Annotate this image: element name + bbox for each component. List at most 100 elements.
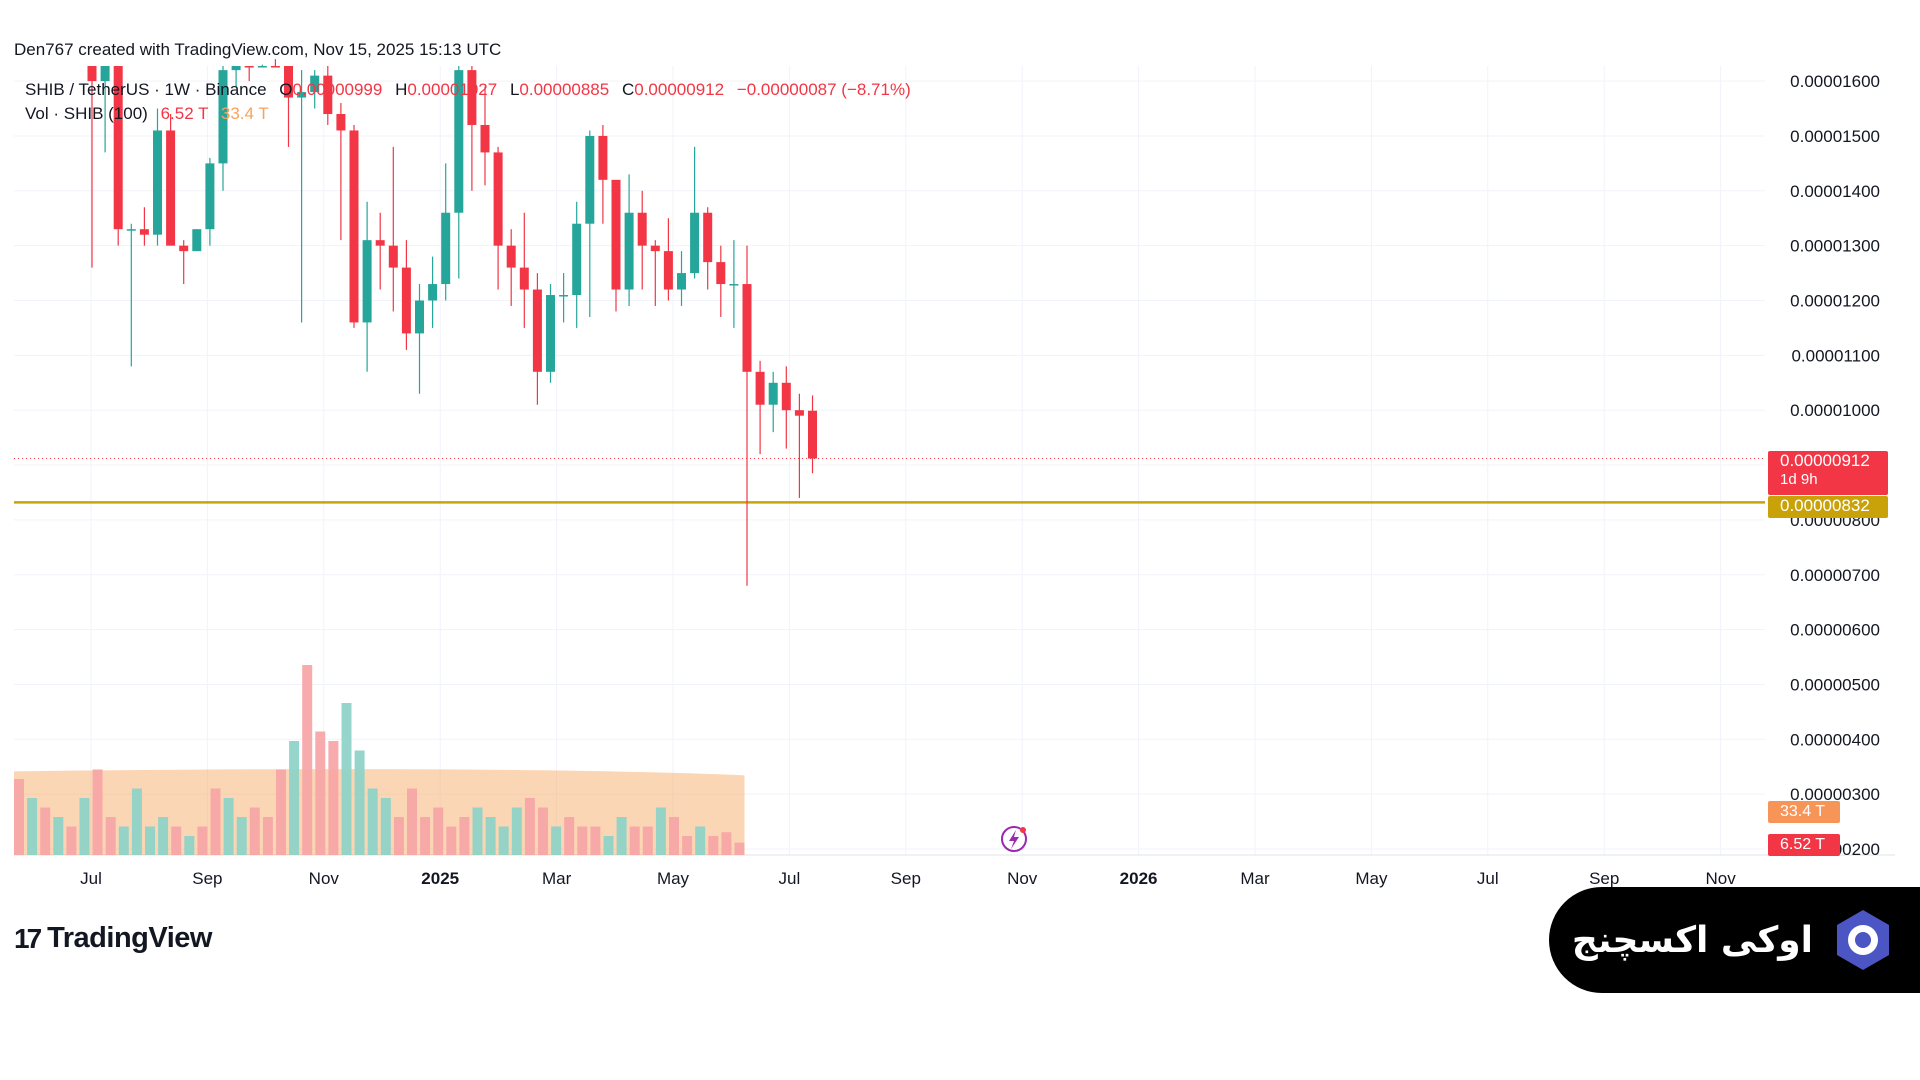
volume-bars [14,665,745,855]
candle-body [297,92,307,98]
legend-close-label: C [621,80,635,99]
candle-body [585,135,595,224]
y-tick-label: 0.00001000 [1790,401,1880,420]
candles [87,59,817,586]
candle-body [362,240,372,323]
candle-body [611,179,621,290]
tradingview-brand[interactable]: 17 TradingView [14,922,212,955]
candle-body [794,410,804,416]
volume-bar [210,788,221,855]
exchange-badge-text: اوکی اکسچنج [1571,919,1813,961]
tradingview-wordmark: TradingView [47,922,212,954]
x-tick-label: Mar [542,869,572,888]
chart-canvas[interactable]: 0.00001600 0.00001500 0.00001400 0.00001300… [0,0,1920,910]
volume-bar [682,836,693,855]
candle-body [179,245,189,252]
volume-bar [498,826,509,855]
volume-bar [145,826,155,855]
chart-legend: SHIB / TetherUS · 1W · Binance O0.000009… [25,78,911,126]
candle-body [768,382,778,405]
volume-bar [315,731,326,855]
y-tick-label: 0.00001600 [1790,72,1880,91]
candle-body [716,262,726,285]
volume-bar [249,807,260,855]
candle-body [349,130,359,323]
volume-bar [184,836,195,855]
candle-body [637,212,647,246]
volume-bar [289,741,300,855]
event-dot [1020,827,1026,833]
volume-bar [433,807,444,855]
candle-body [729,284,739,286]
candle-body [781,382,791,411]
volume-bar [171,826,182,855]
candle-body [755,371,765,405]
volume-bar [472,807,483,855]
volume-bar [276,769,286,855]
y-tick-label: 0.00000400 [1790,730,1880,749]
candle-body [480,124,490,153]
x-tick-label: 2026 [1120,869,1158,888]
candle-body [742,284,752,372]
legend-volume-row: Vol · SHIB (100) 6.52 T 33.4 T [25,102,911,126]
event-bolt [1009,830,1019,849]
candle-body [192,229,202,252]
candle-body [467,70,477,125]
y-tick-label: 0.00001200 [1790,292,1880,311]
volume-bar [27,798,38,855]
legend-symbol[interactable]: SHIB / TetherUS · 1W · Binance [25,80,267,99]
volume-bar [695,826,706,855]
volume-bar [53,817,64,855]
candle-body [388,245,398,268]
candle-body [244,66,254,68]
candle-body [375,240,385,246]
candle-body [153,130,162,235]
legend-volume-label[interactable]: Vol · SHIB (100) [25,104,148,123]
volume-bar [485,817,496,855]
candle-body [166,130,176,246]
x-tick-label: May [1355,869,1388,888]
volume-bar [328,741,339,855]
tradingview-logo-icon: 17 [14,922,42,954]
candle-body [218,70,228,164]
candle-body [284,66,293,98]
volume-bar [66,826,77,855]
support-price-tag: 0.00000832 [1768,496,1888,518]
candle-body [310,75,320,93]
volume-bar [459,817,470,855]
candle-body [231,66,241,71]
legend-open-value: 0.00000999 [292,80,383,99]
candle-body [532,289,542,372]
x-tick-label: Sep [1589,869,1619,888]
volume-bar [655,807,666,855]
candle-body [703,212,713,263]
volume-bar [721,832,732,855]
candle-body [270,66,280,68]
candle-body [415,300,424,334]
candle-body [663,251,673,290]
legend-open-label: O [279,80,293,99]
volume-bar [629,826,640,855]
volume-ma-area [14,769,745,855]
volume-bar [734,842,745,855]
volume-bar [511,807,522,855]
x-tick-label: Sep [192,869,222,888]
candle-body [559,295,569,297]
volume-bar [590,826,601,855]
x-tick-label: Jul [80,869,102,888]
volume-bar [420,817,431,855]
volume-bar [92,769,103,855]
lightning-icon[interactable] [1001,826,1027,852]
candle-body [100,66,110,82]
legend-low-value: 0.00000885 [519,80,610,99]
legend-price-row: SHIB / TetherUS · 1W · Binance O0.000009… [25,78,911,102]
volume-bar [14,779,24,855]
volume-bar [446,826,457,855]
time-axis: Jul Sep Nov 2025 Mar May Jul Sep Nov 2026 Mar May Ju… [80,869,1736,888]
candle-body [808,410,817,459]
candle-body [598,135,608,180]
volume-bar [642,826,653,855]
volume-bar [262,817,273,855]
candle-body [506,245,516,268]
x-tick-label: Jul [1477,869,1499,888]
